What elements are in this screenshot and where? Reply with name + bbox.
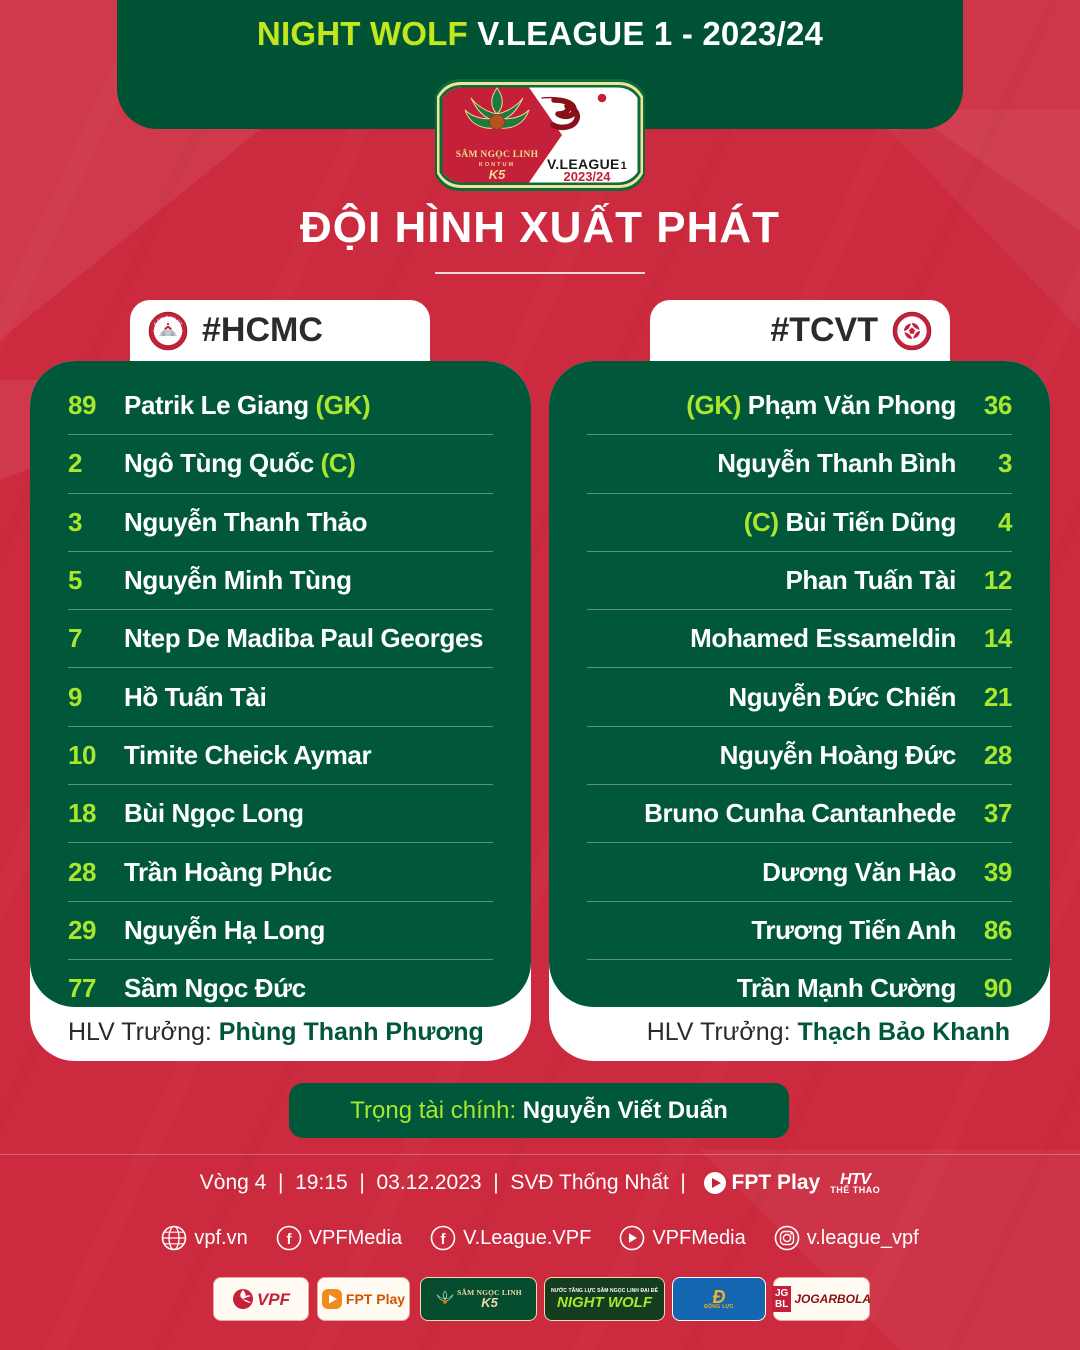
svg-text:K5: K5 — [489, 167, 506, 182]
svg-text:f: f — [441, 1231, 447, 1248]
svg-text:SÂM NGỌC LINH: SÂM NGỌC LINH — [456, 148, 539, 160]
svg-text:f: f — [286, 1231, 292, 1248]
svg-text:2023/24: 2023/24 — [564, 169, 612, 184]
